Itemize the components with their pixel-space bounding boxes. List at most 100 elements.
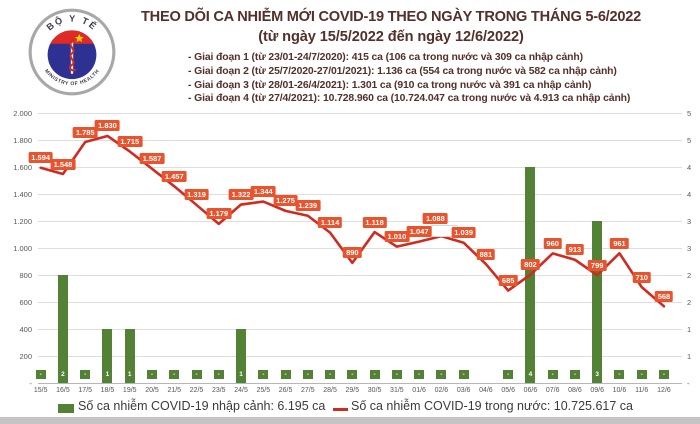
y-axis-left-label: 2.000 <box>13 108 32 118</box>
domestic-cases-point-label: 1.344 <box>250 186 276 198</box>
domestic-cases-point-label: 685 <box>498 275 518 287</box>
domestic-cases-point-label: 802 <box>521 259 540 271</box>
x-axis-label: 07/6 <box>545 387 560 394</box>
x-axis-label: 24/5 <box>234 387 248 394</box>
x-axis-label: 16/5 <box>56 387 70 394</box>
y-axis-left-label: 1.800 <box>13 135 32 145</box>
domestic-cases-point-label: 1.047 <box>406 226 432 238</box>
imported-cases-bar-label: - <box>636 369 647 379</box>
y-axis-right-label: 1 <box>687 324 692 334</box>
domestic-cases-point-label: 1.239 <box>295 200 321 212</box>
domestic-cases-point-label: 1.322 <box>228 189 254 201</box>
y-axis-left-label: 600 <box>19 297 32 307</box>
x-axis-label: 01/6 <box>412 387 426 394</box>
gridline <box>38 275 682 276</box>
domestic-cases-point-label: 1.118 <box>362 216 387 228</box>
imported-cases-bar-label: - <box>325 369 336 379</box>
phase-summary-list: - Giai đoạn 1 (từ 23/01-24/7/2020): 415 … <box>188 51 630 106</box>
imported-cases-bar-label: - <box>458 369 469 379</box>
domestic-cases-point-label: 1.010 <box>384 231 410 243</box>
y-axis-right-label: 1 <box>687 351 692 361</box>
x-axis-label: 28/5 <box>323 387 337 394</box>
imported-cases-bar-label: - <box>35 369 46 379</box>
x-axis-label: 03/6 <box>456 387 471 394</box>
x-axis-label: 23/5 <box>211 387 226 394</box>
x-axis-label: 10/6 <box>612 387 627 394</box>
phase-summary-item: - Giai đoạn 3 (từ 28/01-26/4/2021): 1.30… <box>188 79 592 91</box>
imported-cases-bar-label: 1 <box>124 369 135 379</box>
y-axis-right-label: 4 <box>687 162 692 172</box>
imported-cases-bar-label: - <box>547 369 558 379</box>
x-axis-label: 27/5 <box>301 387 315 394</box>
imported-cases-bar-label: - <box>347 369 358 379</box>
x-axis-label: 15/5 <box>33 387 48 394</box>
x-axis-label: 05/6 <box>501 387 515 394</box>
y-axis-right-label: 5 <box>687 108 692 118</box>
imported-cases-bar-label: - <box>147 369 157 379</box>
domestic-cases-point-label: 1.039 <box>451 227 477 239</box>
domestic-cases-point-label: 960 <box>543 237 562 249</box>
imported-cases-bar-label: 4 <box>525 369 536 379</box>
domestic-cases-point-label: 881 <box>476 248 496 260</box>
gridline <box>38 221 682 222</box>
x-axis-label: 25/5 <box>256 387 271 394</box>
x-axis-label: 20/5 <box>145 387 159 394</box>
imported-cases-bar <box>525 167 536 383</box>
y-axis-left-label: 800 <box>19 270 32 280</box>
x-axis-label: 18/5 <box>100 387 115 394</box>
imported-cases-bar-label: - <box>503 369 514 379</box>
domestic-cases-point-label: 1.275 <box>273 195 298 207</box>
x-axis-label: 06/6 <box>523 387 538 394</box>
y-axis-left-label: 1.200 <box>13 216 32 226</box>
imported-cases-bar-label: - <box>80 369 91 379</box>
x-axis-label: 08/6 <box>568 387 582 394</box>
imported-cases-bar-label: - <box>191 369 202 379</box>
y-axis-left-label: 200 <box>19 351 32 361</box>
domestic-cases-point-label: 1.114 <box>317 217 343 229</box>
y-axis-right-label: - <box>687 378 690 388</box>
x-axis-label: 26/5 <box>278 387 293 394</box>
imported-cases-bar <box>124 329 135 383</box>
imported-cases-bar <box>57 275 68 383</box>
domestic-cases-point-label: 1.715 <box>117 135 143 147</box>
imported-cases-bar-label: - <box>213 369 224 379</box>
domestic-cases-point-label: 1.319 <box>184 189 209 201</box>
x-axis-label: 09/6 <box>590 387 604 394</box>
imported-cases-bar-label: 2 <box>57 369 68 379</box>
domestic-cases-point-label: 1.179 <box>206 208 232 220</box>
imported-cases-bar-label: - <box>414 369 425 379</box>
imported-cases-bar-label: - <box>614 369 625 379</box>
y-axis-left-label: 1.400 <box>13 189 32 199</box>
domestic-cases-point-label: 961 <box>610 237 629 249</box>
imported-cases-bar <box>102 329 113 383</box>
y-axis-left-label: 1.000 <box>13 243 32 253</box>
domestic-cases-point-label: 890 <box>343 247 362 259</box>
imported-cases-bar-label: - <box>280 369 291 379</box>
x-axis-label: 12/6 <box>657 387 671 394</box>
imported-cases-bar <box>592 221 603 383</box>
y-axis-right-label: 3 <box>687 216 692 226</box>
domestic-cases-point-label: 799 <box>587 259 607 271</box>
bottom-border-strip <box>0 417 700 424</box>
gridline <box>38 302 682 303</box>
gridline <box>38 356 682 357</box>
y-axis-left-label: - <box>29 378 33 388</box>
y-axis-right-label: 5 <box>687 135 692 145</box>
x-axis-label: 21/5 <box>167 387 182 394</box>
imported-cases-bar-label: - <box>569 369 580 379</box>
x-axis-label: 17/5 <box>78 387 93 394</box>
page-title: THEO DÕI CA NHIỄM MỚI COVID-19 THEO NGÀY… <box>141 9 641 25</box>
imported-cases-bar-label: - <box>436 369 447 379</box>
phase-summary-item: - Giai đoạn 2 (từ 25/7/2020-27/01/2021):… <box>188 65 617 77</box>
legend-imported-label: Số ca nhiễm COVID-19 nhập cảnh: 6.195 ca <box>78 399 326 413</box>
domestic-cases-point-label: 1.785 <box>72 126 98 138</box>
legend-domestic-label: Số ca nhiễm COVID-19 trong nước: 10.725.… <box>351 399 633 413</box>
x-axis-label: 30/5 <box>367 387 382 394</box>
imported-cases-bar-label: - <box>169 369 180 379</box>
domestic-cases-point-label: 913 <box>565 244 585 256</box>
imported-cases-bar-label: - <box>258 369 269 379</box>
imported-cases-bar-label: - <box>369 369 380 379</box>
x-axis-label: 29/5 <box>345 387 360 394</box>
